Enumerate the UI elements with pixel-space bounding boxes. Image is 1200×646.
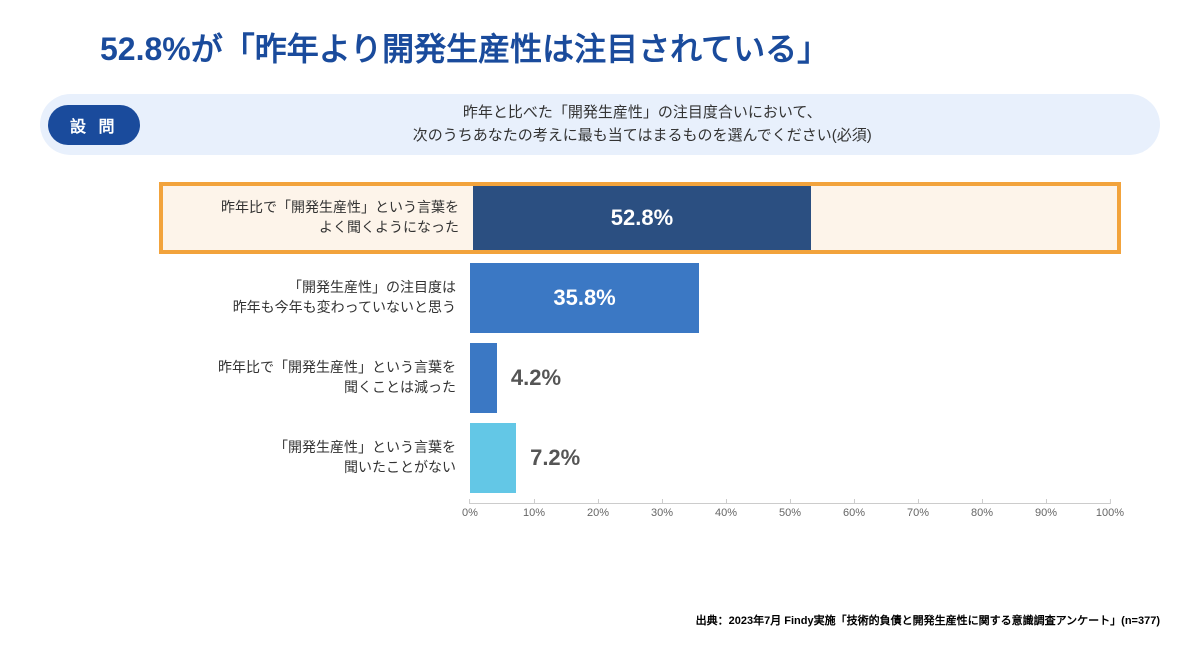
x-tick: 50% (779, 499, 801, 519)
bar-label: 「開発生産性」の注目度は 昨年も今年も変わっていないと思う (160, 263, 470, 333)
question-text: 昨年と比べた「開発生産性」の注目度合いにおいて、 次のうちあなたの考えに最も当て… (164, 102, 1120, 147)
source-citation: 出典：2023年7月 Findy実施「技術的負債と開発生産性に関する意識調査アン… (696, 612, 1160, 628)
x-tick: 60% (843, 499, 865, 519)
x-tick: 0% (462, 499, 478, 519)
bar-label: 「開発生産性」という言葉を 聞いたことがない (160, 423, 470, 493)
bar-value: 7.2% (530, 445, 580, 471)
question-bar: 設 問 昨年と比べた「開発生産性」の注目度合いにおいて、 次のうちあなたの考えに… (40, 94, 1160, 155)
bar-row: 昨年比で「開発生産性」という言葉を よく聞くようになった52.8% (160, 183, 1120, 253)
bar: 52.8% (473, 186, 811, 250)
x-tick: 30% (651, 499, 673, 519)
bar-value: 35.8% (470, 285, 699, 311)
bar-row: 「開発生産性」の注目度は 昨年も今年も変わっていないと思う35.8% (160, 263, 1120, 333)
bar-label: 昨年比で「開発生産性」という言葉を よく聞くようになった (163, 186, 473, 250)
bar-cell: 4.2% (470, 343, 1110, 413)
bar-row: 昨年比で「開発生産性」という言葉を 聞くことは減った 4.2% (160, 343, 1120, 413)
question-badge: 設 問 (48, 105, 140, 145)
x-tick: 10% (523, 499, 545, 519)
bar-chart: 昨年比で「開発生産性」という言葉を よく聞くようになった52.8% 「開発生産性」… (160, 183, 1120, 533)
x-tick: 70% (907, 499, 929, 519)
bar-row: 「開発生産性」という言葉を 聞いたことがない 7.2% (160, 423, 1120, 493)
bar-value: 52.8% (473, 205, 811, 231)
x-tick: 90% (1035, 499, 1057, 519)
bar: 35.8% (470, 263, 699, 333)
bar-cell: 52.8% (473, 186, 1113, 250)
x-tick: 40% (715, 499, 737, 519)
bar-value: 4.2% (511, 365, 561, 391)
x-tick: 100% (1096, 499, 1124, 519)
bar-cell: 7.2% (470, 423, 1110, 493)
x-axis: 0%10%20%30%40%50%60%70%80%90%100% (470, 503, 1110, 533)
x-tick: 20% (587, 499, 609, 519)
bar-cell: 35.8% (470, 263, 1110, 333)
bar-label: 昨年比で「開発生産性」という言葉を 聞くことは減った (160, 343, 470, 413)
x-tick: 80% (971, 499, 993, 519)
bar (470, 343, 497, 413)
bar (470, 423, 516, 493)
slide-title: 52.8%が「昨年より開発生産性は注目されている」 (100, 24, 1160, 70)
